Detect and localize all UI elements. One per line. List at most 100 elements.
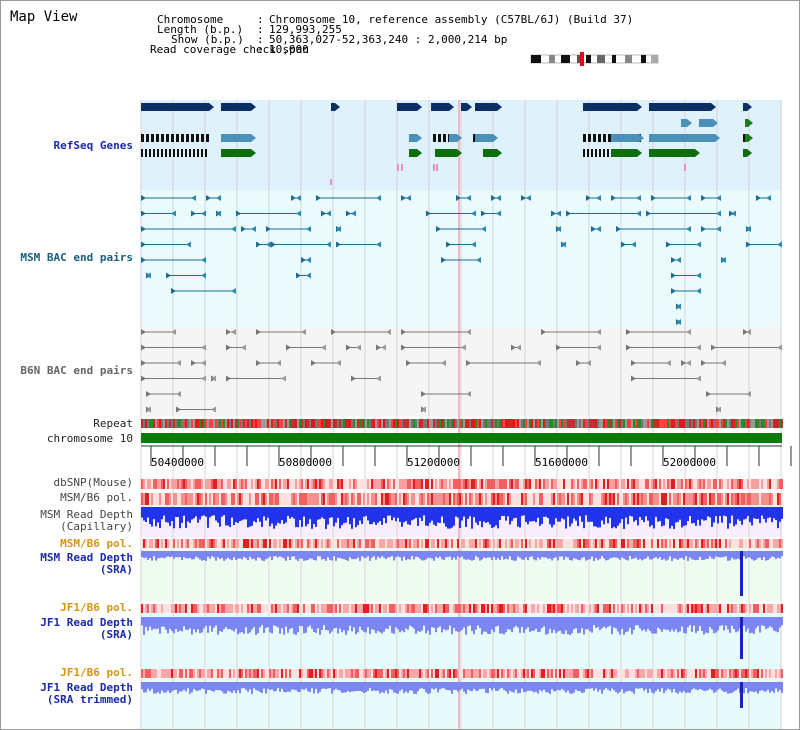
polymorphism-mark: [141, 493, 143, 505]
read-depth-bar: [227, 507, 229, 526]
repeat-mark: [327, 419, 329, 428]
polymorphism-mark: [605, 669, 607, 678]
polymorphism-mark: [497, 479, 499, 489]
read-depth-bar: [679, 551, 681, 559]
read-depth-bar: [405, 507, 407, 521]
polymorphism-mark: [429, 604, 431, 613]
polymorphism-mark: [595, 669, 597, 678]
read-depth-bar: [685, 682, 687, 693]
polymorphism-mark: [763, 604, 765, 613]
read-depth-bar: [673, 682, 675, 689]
repeat-mark: [531, 419, 533, 428]
read-depth-bar: [211, 507, 213, 516]
read-depth-bar: [681, 507, 683, 528]
polymorphism-mark: [575, 479, 577, 489]
read-depth-bar: [651, 551, 653, 560]
polymorphism-mark: [415, 479, 417, 489]
repeat-mark: [299, 419, 301, 428]
polymorphism-mark: [703, 479, 705, 489]
read-depth-bar: [669, 507, 671, 529]
polymorphism-mark: [663, 493, 665, 505]
polymorphism-mark: [273, 493, 275, 505]
polymorphism-mark: [469, 479, 471, 489]
polymorphism-mark: [725, 539, 727, 548]
read-depth-bar: [759, 682, 761, 691]
read-depth-bar: [411, 551, 413, 557]
polymorphism-mark: [583, 539, 585, 548]
read-depth-bar: [375, 682, 377, 691]
polymorphism-mark: [761, 669, 763, 678]
polymorphism-mark: [317, 479, 319, 489]
repeat-mark: [625, 419, 627, 428]
polymorphism-mark: [327, 539, 329, 548]
gene-block: [431, 103, 449, 111]
read-depth-bar: [359, 507, 361, 521]
polymorphism-mark: [575, 604, 577, 613]
read-depth-bar: [417, 507, 419, 526]
read-depth-bar: [331, 551, 333, 561]
polymorphism-mark: [247, 539, 249, 548]
polymorphism-mark: [575, 493, 577, 505]
polymorphism-mark: [407, 479, 409, 489]
polymorphism-mark: [745, 539, 747, 548]
track-label-repeat: Repeat: [93, 417, 133, 430]
polymorphism-mark: [377, 493, 379, 505]
polymorphism-mark: [347, 479, 349, 489]
bac-end-left: [256, 360, 261, 366]
polymorphism-mark: [647, 604, 649, 613]
repeat-mark: [199, 419, 201, 428]
read-depth-bar: [473, 551, 475, 560]
polymorphism-mark: [231, 669, 233, 678]
polymorphism-mark: [699, 669, 701, 678]
repeat-mark: [733, 419, 735, 428]
polymorphism-mark: [389, 479, 391, 489]
chromosome-ideogram[interactable]: [530, 52, 659, 66]
track-label-msm-pol: MSM/B6 pol.: [60, 491, 133, 504]
exon: [145, 149, 147, 157]
read-depth-bar: [715, 682, 717, 692]
polymorphism-mark: [597, 479, 599, 489]
repeat-mark: [353, 419, 355, 428]
polymorphism-mark: [571, 604, 573, 613]
polymorphism-mark: [313, 539, 315, 548]
polymorphism-mark: [555, 669, 557, 678]
polymorphism-mark: [217, 479, 219, 489]
repeat-mark: [421, 419, 423, 428]
read-depth-bar: [473, 617, 475, 635]
polymorphism-mark: [417, 669, 419, 678]
polymorphism-mark: [413, 479, 415, 489]
polymorphism-mark: [507, 669, 509, 678]
polymorphism-mark: [357, 479, 359, 489]
polymorphism-mark: [675, 479, 677, 489]
polymorphism-mark: [569, 669, 571, 678]
repeat-mark: [485, 419, 487, 428]
polymorphism-mark: [245, 493, 247, 505]
polymorphism-mark: [199, 604, 201, 613]
read-depth-bar: [343, 507, 345, 524]
gene-block: [483, 149, 497, 157]
read-depth-bar: [161, 617, 163, 627]
polymorphism-mark: [165, 539, 167, 548]
read-depth-bar: [223, 682, 225, 694]
bac-end-right: [296, 210, 301, 217]
polymorphism-mark: [663, 604, 665, 613]
polymorphism-mark: [299, 539, 301, 548]
read-depth-bar: [201, 682, 203, 689]
exon: [608, 134, 611, 142]
read-depth-bar: [367, 682, 369, 691]
polymorphism-mark: [511, 479, 513, 489]
polymorphism-mark: [361, 539, 363, 548]
polymorphism-mark: [239, 479, 241, 489]
read-depth-bar: [261, 551, 263, 561]
read-depth-bar: [147, 551, 149, 560]
polymorphism-mark: [403, 604, 405, 613]
repeat-mark: [697, 419, 699, 428]
read-depth-bar: [579, 507, 581, 517]
polymorphism-mark: [235, 539, 237, 548]
polymorphism-mark: [217, 493, 219, 505]
polymorphism-mark: [643, 669, 645, 678]
repeat-mark: [323, 419, 325, 428]
bac-end-right: [301, 329, 306, 335]
exon: [595, 149, 597, 157]
